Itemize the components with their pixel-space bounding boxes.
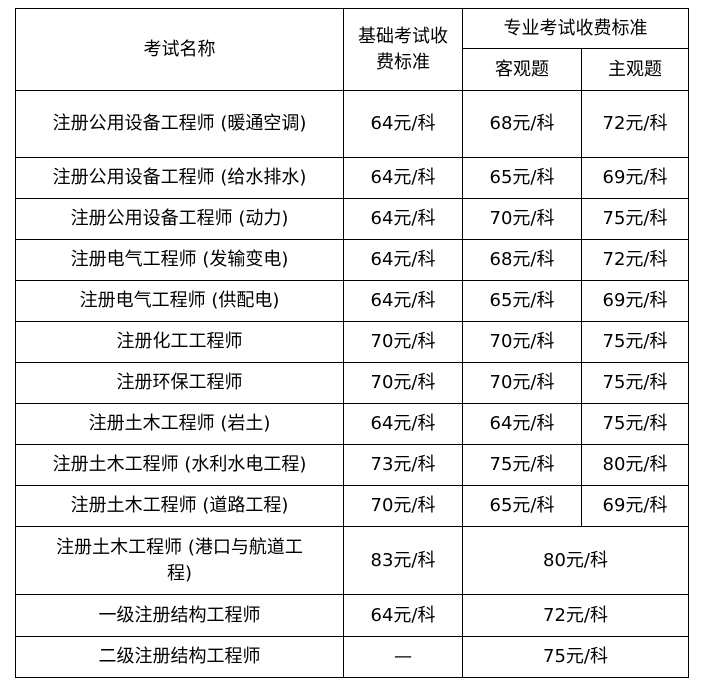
- table-row: 注册公用设备工程师 (动力) 64元/科 70元/科 75元/科: [15, 198, 689, 240]
- table-row: 注册土木工程师 (港口与航道工程) 83元/科 80元/科: [15, 526, 689, 595]
- subjective-fee-cell: 72元/科: [581, 239, 689, 281]
- subjective-fee-cell: 75元/科: [581, 403, 689, 445]
- basic-fee-cell: 64元/科: [343, 90, 463, 158]
- exam-name-cell: 注册环保工程师: [15, 362, 344, 404]
- subjective-fee-cell: 69元/科: [581, 280, 689, 322]
- subjective-fee-cell: 72元/科: [581, 90, 689, 158]
- exam-name-label: 注册土木工程师 (港口与航道工程): [56, 536, 303, 584]
- basic-fee-cell: 70元/科: [343, 485, 463, 527]
- exam-name-cell: 注册电气工程师 (发输变电): [15, 239, 344, 281]
- objective-fee-cell: 68元/科: [462, 90, 582, 158]
- basic-fee-cell: 73元/科: [343, 444, 463, 486]
- exam-name-cell: 二级注册结构工程师: [15, 636, 344, 678]
- objective-fee-cell: 65元/科: [462, 485, 582, 527]
- table-row: 注册环保工程师 70元/科 70元/科 75元/科: [15, 362, 689, 404]
- basic-fee-cell: 64元/科: [343, 198, 463, 240]
- professional-fee-cell: 75元/科: [462, 636, 689, 678]
- basic-fee-cell: 64元/科: [343, 239, 463, 281]
- table-row: 一级注册结构工程师 64元/科 72元/科: [15, 594, 689, 637]
- exam-name-cell: 注册化工工程师: [15, 321, 344, 363]
- table-row: 注册电气工程师 (发输变电) 64元/科 68元/科 72元/科: [15, 239, 689, 281]
- basic-fee-cell: 70元/科: [343, 362, 463, 404]
- subjective-fee-cell: 75元/科: [581, 362, 689, 404]
- header-basic-fee: 基础考试收费标准: [343, 8, 463, 91]
- objective-fee-cell: 65元/科: [462, 280, 582, 322]
- objective-fee-cell: 68元/科: [462, 239, 582, 281]
- objective-fee-cell: 70元/科: [462, 198, 582, 240]
- objective-fee-cell: 65元/科: [462, 157, 582, 199]
- subjective-fee-cell: 75元/科: [581, 198, 689, 240]
- header-objective: 客观题: [462, 48, 582, 91]
- table-row: 注册公用设备工程师 (暖通空调) 64元/科 68元/科 72元/科: [15, 90, 689, 158]
- exam-name-cell: 注册公用设备工程师 (暖通空调): [15, 90, 344, 158]
- table-row: 注册电气工程师 (供配电) 64元/科 65元/科 69元/科: [15, 280, 689, 322]
- exam-name-cell: 注册土木工程师 (道路工程): [15, 485, 344, 527]
- objective-fee-cell: 75元/科: [462, 444, 582, 486]
- exam-name-cell: 注册土木工程师 (水利水电工程): [15, 444, 344, 486]
- basic-fee-cell: 70元/科: [343, 321, 463, 363]
- header-exam-name: 考试名称: [15, 8, 344, 91]
- objective-fee-cell: 70元/科: [462, 362, 582, 404]
- exam-name-cell: 注册土木工程师 (岩土): [15, 403, 344, 445]
- exam-name-cell: 注册公用设备工程师 (给水排水): [15, 157, 344, 199]
- basic-fee-cell: 64元/科: [343, 594, 463, 637]
- header-subjective: 主观题: [581, 48, 689, 91]
- table-row: 注册土木工程师 (水利水电工程) 73元/科 75元/科 80元/科: [15, 444, 689, 486]
- table-row: 注册化工工程师 70元/科 70元/科 75元/科: [15, 321, 689, 363]
- basic-fee-cell: 64元/科: [343, 280, 463, 322]
- exam-name-cell: 注册电气工程师 (供配电): [15, 280, 344, 322]
- exam-fee-table: 考试名称 基础考试收费标准 专业考试收费标准 客观题 主观题 注册公用设备工程师…: [15, 8, 689, 678]
- objective-fee-cell: 64元/科: [462, 403, 582, 445]
- subjective-fee-cell: 69元/科: [581, 485, 689, 527]
- table-row: 注册土木工程师 (道路工程) 70元/科 65元/科 69元/科: [15, 485, 689, 527]
- subjective-fee-cell: 80元/科: [581, 444, 689, 486]
- table-row: 二级注册结构工程师 — 75元/科: [15, 636, 689, 678]
- header-professional-fee: 专业考试收费标准: [462, 8, 689, 49]
- header-basic-fee-label: 基础考试收费标准: [358, 25, 448, 73]
- exam-name-cell: 一级注册结构工程师: [15, 594, 344, 637]
- professional-fee-cell: 72元/科: [462, 594, 689, 637]
- basic-fee-cell: 83元/科: [343, 526, 463, 595]
- professional-fee-cell: 80元/科: [462, 526, 689, 595]
- subjective-fee-cell: 75元/科: [581, 321, 689, 363]
- basic-fee-cell: 64元/科: [343, 403, 463, 445]
- exam-name-cell: 注册土木工程师 (港口与航道工程): [15, 526, 344, 595]
- basic-fee-cell: 64元/科: [343, 157, 463, 199]
- basic-fee-cell: —: [343, 636, 463, 678]
- objective-fee-cell: 70元/科: [462, 321, 582, 363]
- exam-name-cell: 注册公用设备工程师 (动力): [15, 198, 344, 240]
- header-row-top: 考试名称 基础考试收费标准 专业考试收费标准: [15, 8, 689, 91]
- header-row-sub: 客观题 主观题: [16, 48, 689, 91]
- table-row: 注册公用设备工程师 (给水排水) 64元/科 65元/科 69元/科: [15, 157, 689, 199]
- table-row: 注册土木工程师 (岩土) 64元/科 64元/科 75元/科: [15, 403, 689, 445]
- subjective-fee-cell: 69元/科: [581, 157, 689, 199]
